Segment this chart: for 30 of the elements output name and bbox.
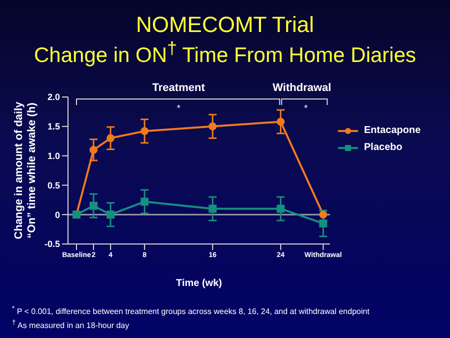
annotation: * bbox=[176, 103, 181, 113]
y-tick-label: -0.5 bbox=[44, 239, 60, 250]
point bbox=[276, 118, 285, 126]
text: Treatment bbox=[152, 82, 206, 94]
y-tick-label: 0 bbox=[54, 210, 60, 220]
text: Withdrawal bbox=[272, 82, 332, 94]
legend-label: Placebo bbox=[364, 142, 402, 153]
point bbox=[140, 127, 149, 136]
y-tick-label: 1.0 bbox=[47, 150, 60, 161]
point bbox=[208, 204, 217, 213]
point bbox=[319, 210, 328, 219]
annotation: * bbox=[304, 103, 308, 113]
text: $^{*}$ P < 0.001, difference between treatment groups across weeks 8, 16, 24, and at withdrawal endpoint bbox=[12, 305, 370, 316]
y-tick-label: 1.5 bbox=[47, 122, 60, 132]
chart-title: NOMECOMT Trial bbox=[136, 12, 314, 37]
y-tick-label: 0.5 bbox=[47, 180, 60, 190]
y-axis-title: Change in amount of daily “On” time while awake (h) bbox=[13, 100, 38, 240]
y-tick-label: 2.0 bbox=[47, 92, 60, 102]
point bbox=[319, 219, 328, 228]
point bbox=[106, 210, 115, 219]
point bbox=[106, 134, 115, 142]
point bbox=[276, 204, 285, 213]
text: $^{†}$ As measured in an 18-hour day bbox=[12, 320, 130, 330]
legend-label: Entacapone bbox=[364, 125, 421, 136]
point bbox=[140, 198, 149, 206]
point bbox=[208, 122, 217, 130]
x-axis-title: Time (wk) bbox=[176, 278, 222, 289]
point bbox=[90, 146, 98, 154]
point bbox=[90, 202, 98, 210]
chart-subtitle: Change in ON$^{†}$ Time From Home Diaries bbox=[34, 38, 416, 67]
